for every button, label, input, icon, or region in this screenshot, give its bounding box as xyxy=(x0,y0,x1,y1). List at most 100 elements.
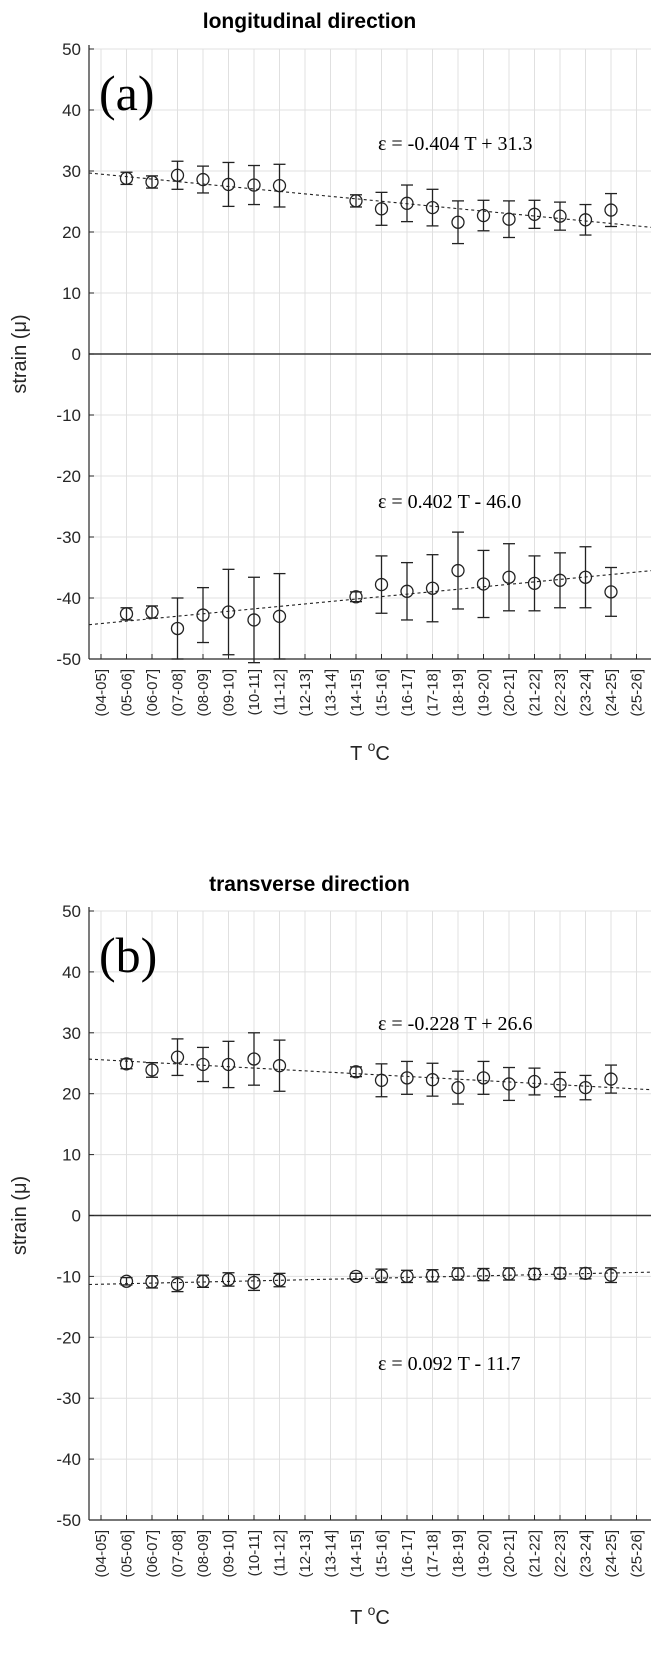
data-point xyxy=(400,561,414,621)
x-tick-label: (04-05] xyxy=(93,669,110,717)
x-tick-label: (22-23] xyxy=(552,1530,569,1578)
point-marker xyxy=(476,1071,491,1085)
series-1: ε = -0.228 T + 26.6 xyxy=(89,1013,651,1105)
x-tick-label: (04-05] xyxy=(93,1530,110,1578)
data-point xyxy=(247,164,261,206)
point-marker xyxy=(196,608,210,622)
data-point xyxy=(196,1274,210,1289)
y-tick-label: 40 xyxy=(62,101,81,120)
series-2: ε = 0.402 T - 46.0 xyxy=(89,491,651,664)
x-tick-label: (15-16] xyxy=(374,1530,391,1578)
point-marker xyxy=(272,609,287,623)
data-point xyxy=(553,552,567,609)
x-tick-label: (18-19] xyxy=(450,669,467,717)
point-marker xyxy=(145,1063,159,1077)
x-tick-label: (25-26] xyxy=(629,1530,646,1578)
data-point xyxy=(145,175,159,189)
point-marker xyxy=(578,1080,593,1095)
data-point xyxy=(451,200,465,245)
chart-title: longitudinal direction xyxy=(203,10,417,33)
point-marker xyxy=(451,1267,465,1281)
y-tick-label: 0 xyxy=(72,345,81,364)
point-marker xyxy=(374,1269,389,1283)
point-marker xyxy=(604,1268,618,1282)
x-axis-label: T oC xyxy=(350,1602,390,1629)
data-point xyxy=(604,566,618,617)
y-tick-label: -30 xyxy=(56,528,81,547)
point-marker xyxy=(476,208,491,223)
y-tick-label: 10 xyxy=(62,1146,81,1165)
point-marker xyxy=(119,1274,134,1288)
y-tick-label: -30 xyxy=(56,1389,81,1408)
data-point xyxy=(170,1276,185,1293)
y-tick-label: 10 xyxy=(62,284,81,303)
point-marker xyxy=(374,202,389,216)
y-tick-label: -40 xyxy=(56,1450,81,1469)
data-point xyxy=(349,194,363,208)
x-tick-label: (14-15] xyxy=(348,669,365,717)
point-marker xyxy=(119,607,134,621)
point-marker xyxy=(578,213,593,227)
data-point xyxy=(604,1064,618,1094)
data-point xyxy=(578,1074,593,1101)
data-point xyxy=(272,1039,287,1092)
point-marker xyxy=(400,196,414,210)
point-marker xyxy=(221,1057,236,1072)
point-marker xyxy=(476,577,491,591)
x-tick-label: (06-07] xyxy=(144,669,161,717)
panel-label: (b) xyxy=(99,927,157,983)
x-tick-label: (24-25] xyxy=(603,669,620,717)
point-marker xyxy=(247,1052,261,1066)
x-tick-label: (11-12] xyxy=(272,669,289,715)
data-point xyxy=(604,1267,618,1284)
x-tick-label: (12-13] xyxy=(297,669,314,717)
data-point xyxy=(170,1038,185,1077)
data-point xyxy=(502,1066,516,1102)
data-point xyxy=(425,1062,440,1097)
x-tick-label: (09-10] xyxy=(221,669,238,717)
point-marker xyxy=(170,1277,185,1291)
point-marker xyxy=(553,1266,567,1281)
data-point xyxy=(221,161,236,208)
fit-equation: ε = 0.402 T - 46.0 xyxy=(378,491,521,513)
point-marker xyxy=(578,1266,593,1281)
data-point xyxy=(272,163,287,208)
point-marker xyxy=(502,1077,516,1091)
x-tick-label: (20-21] xyxy=(501,669,518,717)
x-tick-label: (25-26] xyxy=(629,669,646,717)
data-point xyxy=(527,199,542,229)
x-tick-label: (14-15] xyxy=(348,1530,365,1578)
x-tick-label: (18-19] xyxy=(450,1530,467,1578)
point-marker xyxy=(425,200,440,215)
data-point xyxy=(476,199,491,232)
point-marker xyxy=(196,172,210,187)
data-point xyxy=(451,1070,465,1105)
point-marker xyxy=(425,1269,440,1283)
point-marker xyxy=(476,1267,491,1282)
point-marker xyxy=(247,1275,261,1290)
x-tick-label: (05-06] xyxy=(119,669,136,717)
point-marker xyxy=(553,209,567,223)
y-tick-label: -50 xyxy=(56,650,81,669)
data-point xyxy=(374,555,389,614)
data-point xyxy=(476,1060,491,1095)
point-marker xyxy=(221,605,236,619)
x-tick-label: (07-08] xyxy=(170,669,187,717)
data-point xyxy=(196,165,210,194)
data-point xyxy=(374,191,389,226)
point-marker xyxy=(145,1275,159,1289)
y-tick-label: -10 xyxy=(56,406,81,425)
chart-title: transverse direction xyxy=(209,873,410,896)
data-point xyxy=(604,192,618,228)
x-tick-label: (05-06] xyxy=(119,1530,136,1578)
chart-panel-1: longitudinal direction 50 40 30 20 10 0 -10 -20 -… xyxy=(9,10,651,765)
data-point xyxy=(145,605,159,619)
point-marker xyxy=(527,1074,542,1089)
panel-label: (a) xyxy=(99,65,155,121)
data-point xyxy=(502,543,516,612)
x-tick-label: (11-12] xyxy=(272,1530,289,1576)
fit-equation: ε = 0.092 T - 11.7 xyxy=(378,1353,520,1375)
data-point xyxy=(221,1040,236,1089)
y-tick-label: 30 xyxy=(62,162,81,181)
